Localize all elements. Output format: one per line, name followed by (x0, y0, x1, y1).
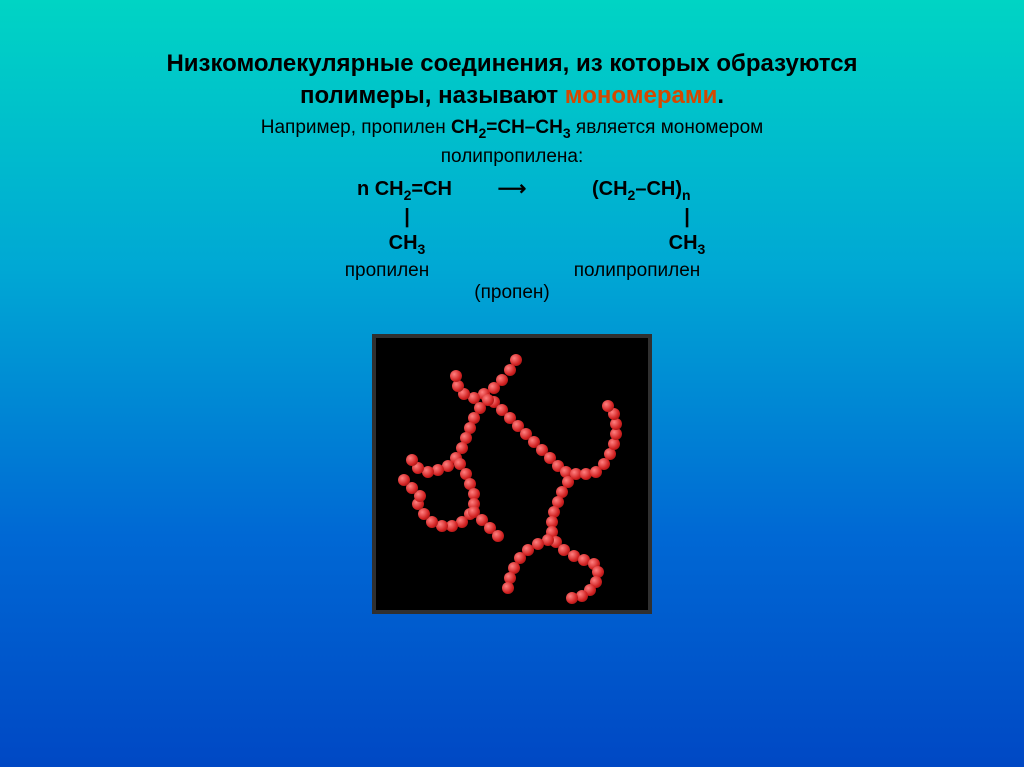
atom (608, 438, 620, 450)
sub-a: Например, пропилен (261, 117, 451, 138)
slide-content: Низкомолекулярные соединения, из которых… (0, 0, 1024, 614)
lp: n CH (357, 178, 404, 200)
atom (566, 592, 578, 604)
atom (598, 458, 610, 470)
atom (604, 448, 616, 460)
ch3r: CH (669, 232, 698, 254)
title-suffix: . (717, 82, 724, 109)
polymer-diagram (372, 334, 652, 614)
title-prefix: полимеры, называют (300, 82, 565, 109)
bond-right: | (562, 204, 762, 230)
reaction-row-2: | | (0, 204, 1024, 230)
atom (492, 530, 504, 542)
lm: =CH (411, 178, 452, 200)
reaction-block: n CH2=CH ⟶ (CH2–CH)n | | CH3 CH3 (0, 176, 1024, 258)
ch3ls: 3 (418, 241, 426, 257)
product: (CH2–CH)n (562, 176, 762, 204)
title-highlight: мономерами (565, 82, 718, 109)
label-polypropylene: полипропилен (512, 260, 762, 282)
sub-d: является мономером (571, 117, 764, 138)
ch3l: CH (389, 232, 418, 254)
sub-3a: 3 (563, 125, 571, 141)
bond-left: | (262, 204, 462, 230)
labels-block: пропилен полипропилен (пропен) (0, 260, 1024, 304)
ch3-right: CH3 (562, 230, 762, 258)
atom (502, 582, 514, 594)
sub-c: =CH–CH (486, 117, 563, 138)
label-propylene: пропилен (262, 260, 512, 282)
subtitle-line-1: Например, пропилен CH2=CH–CH3 является м… (0, 115, 1024, 143)
subtitle-line-2: полипропилена: (0, 144, 1024, 170)
ch3rs: 3 (698, 241, 706, 257)
ch3-left: CH3 (262, 230, 462, 258)
reactant: n CH2=CH (262, 176, 462, 204)
label-propene: (пропен) (0, 282, 1024, 304)
reaction-row-1: n CH2=CH ⟶ (CH2–CH)n (0, 176, 1024, 204)
title-line-1: Низкомолекулярные соединения, из которых… (0, 48, 1024, 80)
atom (610, 418, 622, 430)
rsn: n (682, 187, 691, 203)
rp: (CH (592, 178, 628, 200)
sub-b: CH (451, 117, 478, 138)
labels-row-1: пропилен полипропилен (0, 260, 1024, 282)
rm: –CH) (635, 178, 682, 200)
title-line-2: полимеры, называют мономерами. (0, 80, 1024, 112)
atom (610, 428, 622, 440)
reaction-row-3: CH3 CH3 (0, 230, 1024, 258)
arrow: ⟶ (462, 176, 562, 202)
